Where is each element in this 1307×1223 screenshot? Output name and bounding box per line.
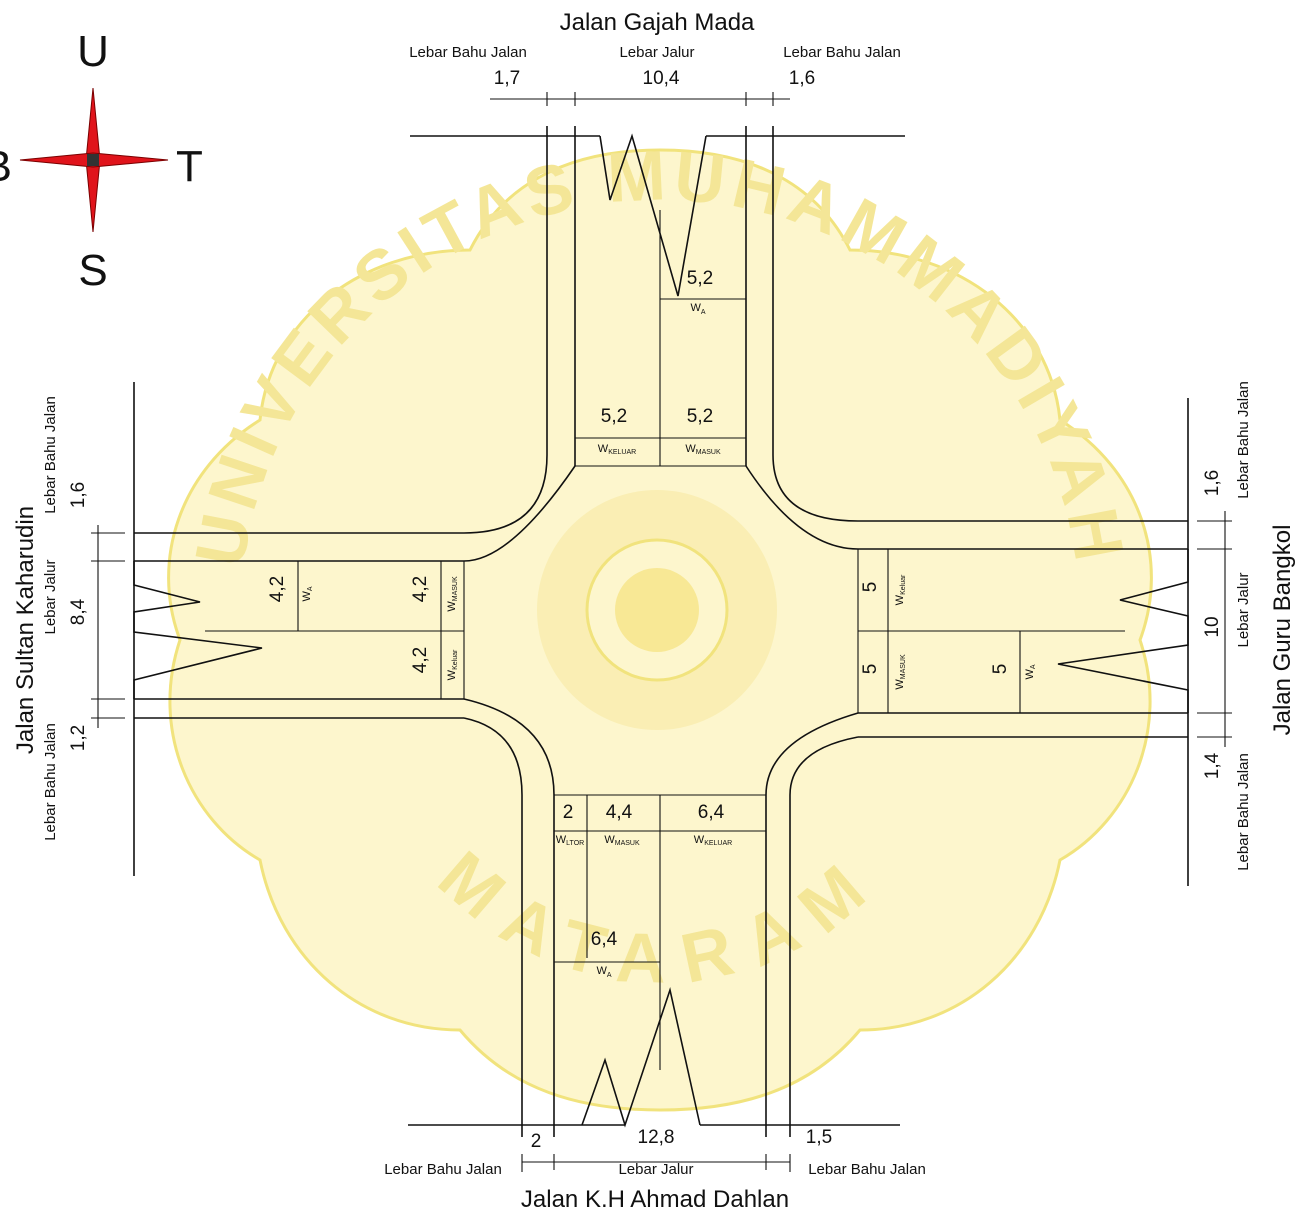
east-shoulder-top-label: Lebar Bahu Jalan: [1235, 381, 1252, 499]
west-wa-value: 4,2: [267, 576, 288, 602]
compass-east: T: [176, 142, 203, 191]
north-wa-value: 5,2: [687, 268, 713, 289]
west-carriageway-label: Lebar Jalur: [42, 559, 59, 634]
west-carriageway-value: 8,4: [68, 598, 89, 625]
south-w-ltor-symbol: WLTOR: [556, 834, 584, 847]
south-w-masuk-symbol: WMASUK: [604, 834, 640, 847]
south-carriageway-label: Lebar Jalur: [618, 1161, 693, 1178]
west-shoulder-bottom-value: 1,2: [68, 725, 89, 751]
south-w-keluar-symbol: WKELUAR: [694, 834, 732, 847]
east-shoulder-bottom-label: Lebar Bahu Jalan: [1235, 753, 1252, 871]
east-w-masuk-symbol: WMASUK: [894, 654, 907, 690]
watermark-sun-icon: [537, 490, 777, 730]
street-name-south: Jalan K.H Ahmad Dahlan: [521, 1186, 789, 1213]
west-shoulder-bottom-label: Lebar Bahu Jalan: [42, 723, 59, 841]
south-shoulder-left-label: Lebar Bahu Jalan: [384, 1161, 502, 1178]
south-wa-symbol: WA: [596, 965, 611, 979]
compass-north: U: [77, 27, 109, 76]
east-w-masuk-value: 5: [860, 664, 881, 675]
street-name-north: Jalan Gajah Mada: [560, 9, 755, 36]
west-shoulder-top-label: Lebar Bahu Jalan: [42, 396, 59, 514]
east-w-keluar-value: 5: [860, 582, 881, 593]
compass-west: B: [0, 142, 12, 191]
east-w-keluar-symbol: WKeluar: [894, 574, 907, 605]
north-leg-labels: Lebar Bahu Jalan Lebar Jalur Lebar Bahu …: [409, 44, 901, 456]
west-leg-labels: Lebar Bahu Jalan Lebar Jalur Lebar Bahu …: [42, 396, 459, 841]
west-w-masuk-symbol: WMASUK: [446, 576, 459, 612]
street-name-west: Jalan Sultan Kaharudin: [12, 506, 39, 754]
road-outline: [133, 126, 1189, 1137]
east-carriageway-label: Lebar Jalur: [1235, 572, 1252, 647]
south-carriageway-value: 12,8: [638, 1127, 675, 1148]
west-w-keluar-value: 4,2: [410, 647, 431, 673]
north-carriageway-label: Lebar Jalur: [619, 44, 694, 61]
south-w-masuk-value: 4,4: [606, 802, 633, 823]
north-w-keluar-value: 5,2: [601, 406, 627, 427]
dimension-lines: [91, 92, 1232, 1172]
street-name-east: Jalan Guru Bangkol: [1269, 525, 1296, 736]
south-shoulder-right-label: Lebar Bahu Jalan: [808, 1161, 926, 1178]
south-wa-value: 6,4: [591, 929, 618, 950]
north-wa-symbol: WA: [690, 302, 705, 316]
west-shoulder-top-value: 1,6: [68, 482, 89, 508]
east-leg-labels: Lebar Bahu Jalan Lebar Jalur Lebar Bahu …: [860, 381, 1252, 871]
south-w-ltor-value: 2: [563, 802, 574, 823]
east-shoulder-bottom-value: 1,4: [1202, 752, 1223, 779]
east-wa-value: 5: [990, 664, 1011, 675]
east-wa-symbol: WA: [1024, 664, 1037, 679]
west-wa-symbol: WA: [301, 586, 314, 601]
north-shoulder-left-value: 1,7: [494, 68, 520, 89]
south-w-keluar-value: 6,4: [698, 802, 725, 823]
compass-rose-icon: U S T B: [0, 27, 203, 295]
east-carriageway-value: 10: [1202, 616, 1223, 637]
south-shoulder-left-value: 2: [531, 1131, 542, 1152]
north-w-masuk-value: 5,2: [687, 406, 713, 427]
east-shoulder-top-value: 1,6: [1202, 470, 1223, 496]
north-shoulder-right-label: Lebar Bahu Jalan: [783, 44, 901, 61]
south-shoulder-right-value: 1,5: [806, 1127, 832, 1148]
compass-south: S: [78, 246, 107, 295]
west-w-masuk-value: 4,2: [410, 576, 431, 602]
north-carriageway-value: 10,4: [643, 68, 680, 89]
west-w-keluar-symbol: WKeluar: [446, 649, 459, 680]
north-w-keluar-symbol: WKELUAR: [598, 443, 636, 456]
north-shoulder-right-value: 1,6: [789, 68, 815, 89]
south-leg-labels: 2 4,4 6,4 WLTOR WMASUK WKELUAR 6,4 WA 2 …: [384, 802, 926, 1178]
north-shoulder-left-label: Lebar Bahu Jalan: [409, 44, 527, 61]
north-w-masuk-symbol: WMASUK: [685, 443, 721, 456]
